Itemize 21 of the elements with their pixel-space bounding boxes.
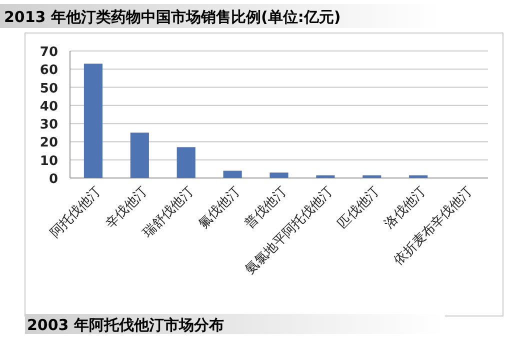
bar [409, 175, 428, 178]
x-tick-label: 氟伐他汀 [196, 184, 244, 232]
y-tick-label: 70 [40, 45, 58, 60]
bar [316, 175, 335, 178]
bar [362, 175, 382, 178]
x-tick-label: 阿托伐他汀 [47, 184, 104, 241]
y-tick-label: 0 [48, 172, 58, 187]
bar [84, 64, 103, 178]
bar [130, 132, 149, 178]
bar [176, 147, 196, 178]
y-tick-label: 50 [40, 81, 58, 96]
y-tick-label: 30 [40, 118, 58, 133]
y-tick-label: 10 [40, 154, 58, 169]
x-tick-label: 匹伐他汀 [335, 184, 383, 232]
bar [270, 172, 288, 178]
y-tick-label: 40 [40, 99, 58, 114]
chart-title: 2013 年他汀类药物中国市场销售比例(单位:亿元) [4, 8, 341, 26]
text: 2003 年阿托伐他汀市场分布 [27, 316, 224, 334]
y-tick-label: 20 [40, 136, 58, 151]
bar [223, 170, 242, 178]
y-tick-label: 60 [40, 63, 58, 78]
